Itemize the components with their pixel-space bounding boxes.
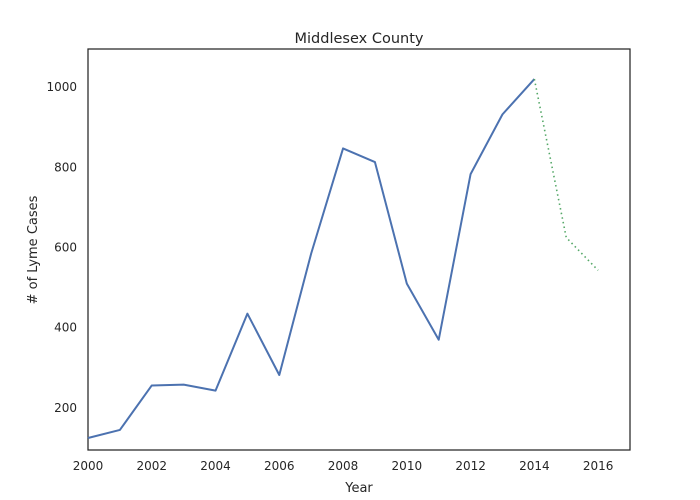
y-tick-label: 200	[54, 401, 77, 415]
x-tick-label: 2014	[519, 459, 550, 473]
x-tick-label: 2016	[583, 459, 614, 473]
x-tick-label: 2002	[136, 459, 167, 473]
x-tick-label: 2006	[264, 459, 295, 473]
y-tick-label: 400	[54, 321, 77, 335]
x-tick-label: 2012	[455, 459, 486, 473]
plot-area	[87, 48, 631, 451]
y-tick-label: 600	[54, 240, 77, 254]
observed-series-line	[87, 78, 536, 439]
y-axis-label: # of Lyme Cases	[26, 195, 41, 304]
x-tick-label: 2008	[328, 459, 359, 473]
y-tick-label: 800	[54, 160, 77, 174]
y-tick-labels: 200 400 600 800 1000	[46, 80, 77, 415]
x-tick-label: 2000	[73, 459, 104, 473]
x-tick-label: 2004	[200, 459, 231, 473]
chart-title: Middlesex County	[295, 31, 424, 47]
series-layer	[87, 78, 599, 439]
y-tick-label: 1000	[46, 80, 77, 94]
x-axis-label: Year	[344, 481, 373, 496]
x-tick-label: 2010	[392, 459, 423, 473]
x-tick-labels: 2000 2002 2004 2006 2008 2010 2012 2014 2016	[73, 459, 614, 473]
